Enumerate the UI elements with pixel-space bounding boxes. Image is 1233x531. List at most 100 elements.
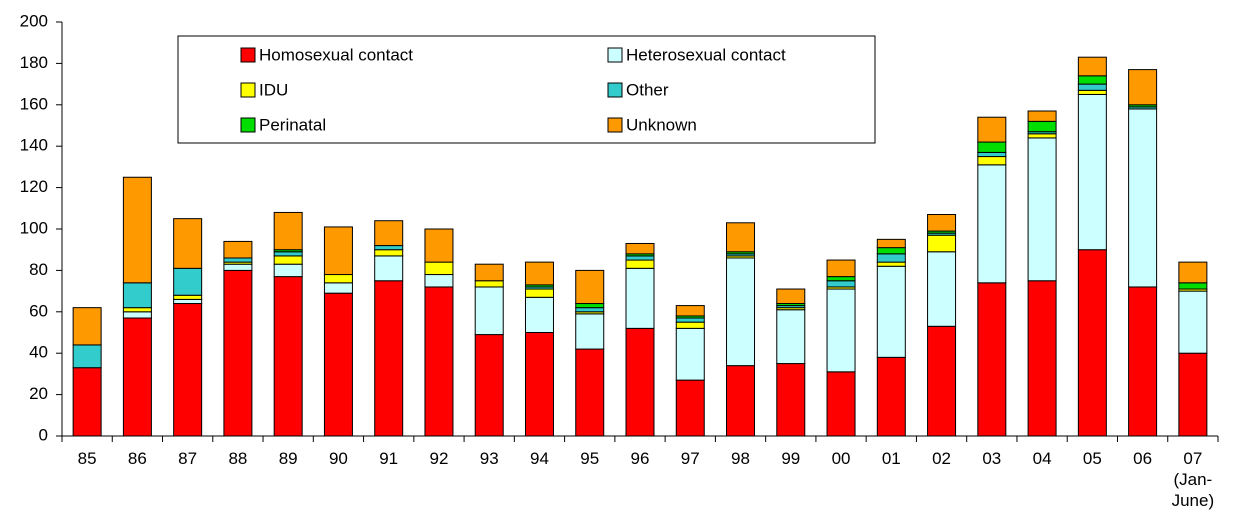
bar-segment <box>927 234 957 253</box>
legend-label: IDU <box>259 80 288 99</box>
bar-segment <box>1128 69 1158 106</box>
bar-segment <box>1077 83 1107 91</box>
x-tick-label: 07 (Jan- June) <box>1171 449 1215 510</box>
x-tick-label: 91 <box>379 449 399 468</box>
bar-segment <box>524 288 554 298</box>
bar-segment <box>776 363 806 437</box>
bar-segment <box>575 269 605 305</box>
bar-segment <box>826 276 856 282</box>
bar-segment <box>726 222 756 253</box>
bar-segment <box>625 242 655 255</box>
bar-segment <box>474 334 504 437</box>
bar-segment <box>173 303 203 437</box>
legend-label: Heterosexual contact <box>626 45 786 64</box>
bar-segment <box>826 280 856 288</box>
bar-segment <box>1027 133 1057 139</box>
legend-label: Unknown <box>626 115 697 134</box>
bar-segment <box>876 356 906 437</box>
bar-segment <box>826 259 856 278</box>
legend-swatch <box>240 47 256 63</box>
x-tick-label: 85 <box>77 449 97 468</box>
bar-segment <box>776 288 806 305</box>
x-tick-label: 03 <box>982 449 1002 468</box>
bar-segment <box>323 226 353 276</box>
bar-segment <box>474 263 504 282</box>
bar-segment <box>977 116 1007 143</box>
bar-segment <box>524 332 554 437</box>
bar-segment <box>374 280 404 437</box>
bar-segment <box>323 282 353 294</box>
bar-segment <box>927 214 957 232</box>
x-tick-label: 97 <box>680 449 700 468</box>
x-tick-label: 88 <box>228 449 248 468</box>
bar-segment <box>575 313 605 350</box>
bar-segment <box>625 255 655 261</box>
x-tick-label: 95 <box>580 449 600 468</box>
bar-segment <box>374 220 404 247</box>
bar-segment <box>776 309 806 365</box>
bar-segment <box>826 371 856 437</box>
bar-segment <box>173 294 203 300</box>
bar-segment <box>675 317 705 323</box>
y-tick-label: 140 <box>20 136 48 155</box>
bar-segment <box>977 141 1007 153</box>
bar-segment <box>1178 261 1208 284</box>
bar-segment <box>173 267 203 296</box>
y-tick-label: 40 <box>29 343 48 362</box>
legend-swatch <box>607 47 623 63</box>
legend-swatch <box>607 117 623 133</box>
bar-segment <box>1027 120 1057 133</box>
bar-segment <box>374 255 404 282</box>
bar-segment <box>1077 56 1107 77</box>
bar-segment <box>223 269 253 437</box>
bar-segment <box>273 251 303 257</box>
bar-segment <box>1077 249 1107 437</box>
bar-segment <box>273 211 303 251</box>
bar-segment <box>524 261 554 286</box>
bar-segment <box>726 257 756 367</box>
bar-segment <box>1128 286 1158 437</box>
bar-segment <box>374 245 404 251</box>
x-tick-label: 01 <box>881 449 901 468</box>
y-tick-label: 20 <box>29 384 48 403</box>
x-tick-label: 94 <box>530 449 549 468</box>
y-tick-label: 0 <box>39 425 48 444</box>
bar-segment <box>625 327 655 437</box>
bar-segment <box>273 255 303 265</box>
bar-segment <box>675 379 705 437</box>
bar-segment <box>876 253 906 263</box>
bar-segment <box>474 280 504 288</box>
bar-segment <box>625 259 655 269</box>
bar-segment <box>977 151 1007 158</box>
bar-segment <box>1027 110 1057 122</box>
bar-segment <box>223 257 253 263</box>
legend-label: Homosexual contact <box>259 45 413 64</box>
x-tick-label: 89 <box>278 449 298 468</box>
bar-segment <box>223 263 253 271</box>
bar-segment <box>122 176 152 284</box>
bar-segment <box>575 307 605 313</box>
y-tick-label: 200 <box>20 11 48 30</box>
bar-segment <box>575 303 605 309</box>
x-tick-label: 98 <box>731 449 750 468</box>
legend-swatch <box>607 82 623 98</box>
bar-segment <box>675 327 705 381</box>
x-tick-label: 86 <box>127 449 147 468</box>
bar-segment <box>323 292 353 437</box>
bar-segment <box>927 325 957 437</box>
bar-segment <box>173 218 203 269</box>
y-tick-label: 100 <box>20 218 48 237</box>
x-tick-label: 04 <box>1032 449 1052 468</box>
x-tick-label: 06 <box>1133 449 1153 468</box>
bar-segment <box>323 274 353 284</box>
x-tick-label: 99 <box>781 449 801 468</box>
bar-segment <box>122 307 152 313</box>
bar-segment <box>424 261 454 276</box>
bar-segment <box>876 238 906 249</box>
bar-segment <box>1128 108 1158 288</box>
x-tick-label: 90 <box>328 449 348 468</box>
bar-segment <box>122 311 152 319</box>
bar-segment <box>726 365 756 437</box>
x-tick-label: 93 <box>479 449 499 468</box>
